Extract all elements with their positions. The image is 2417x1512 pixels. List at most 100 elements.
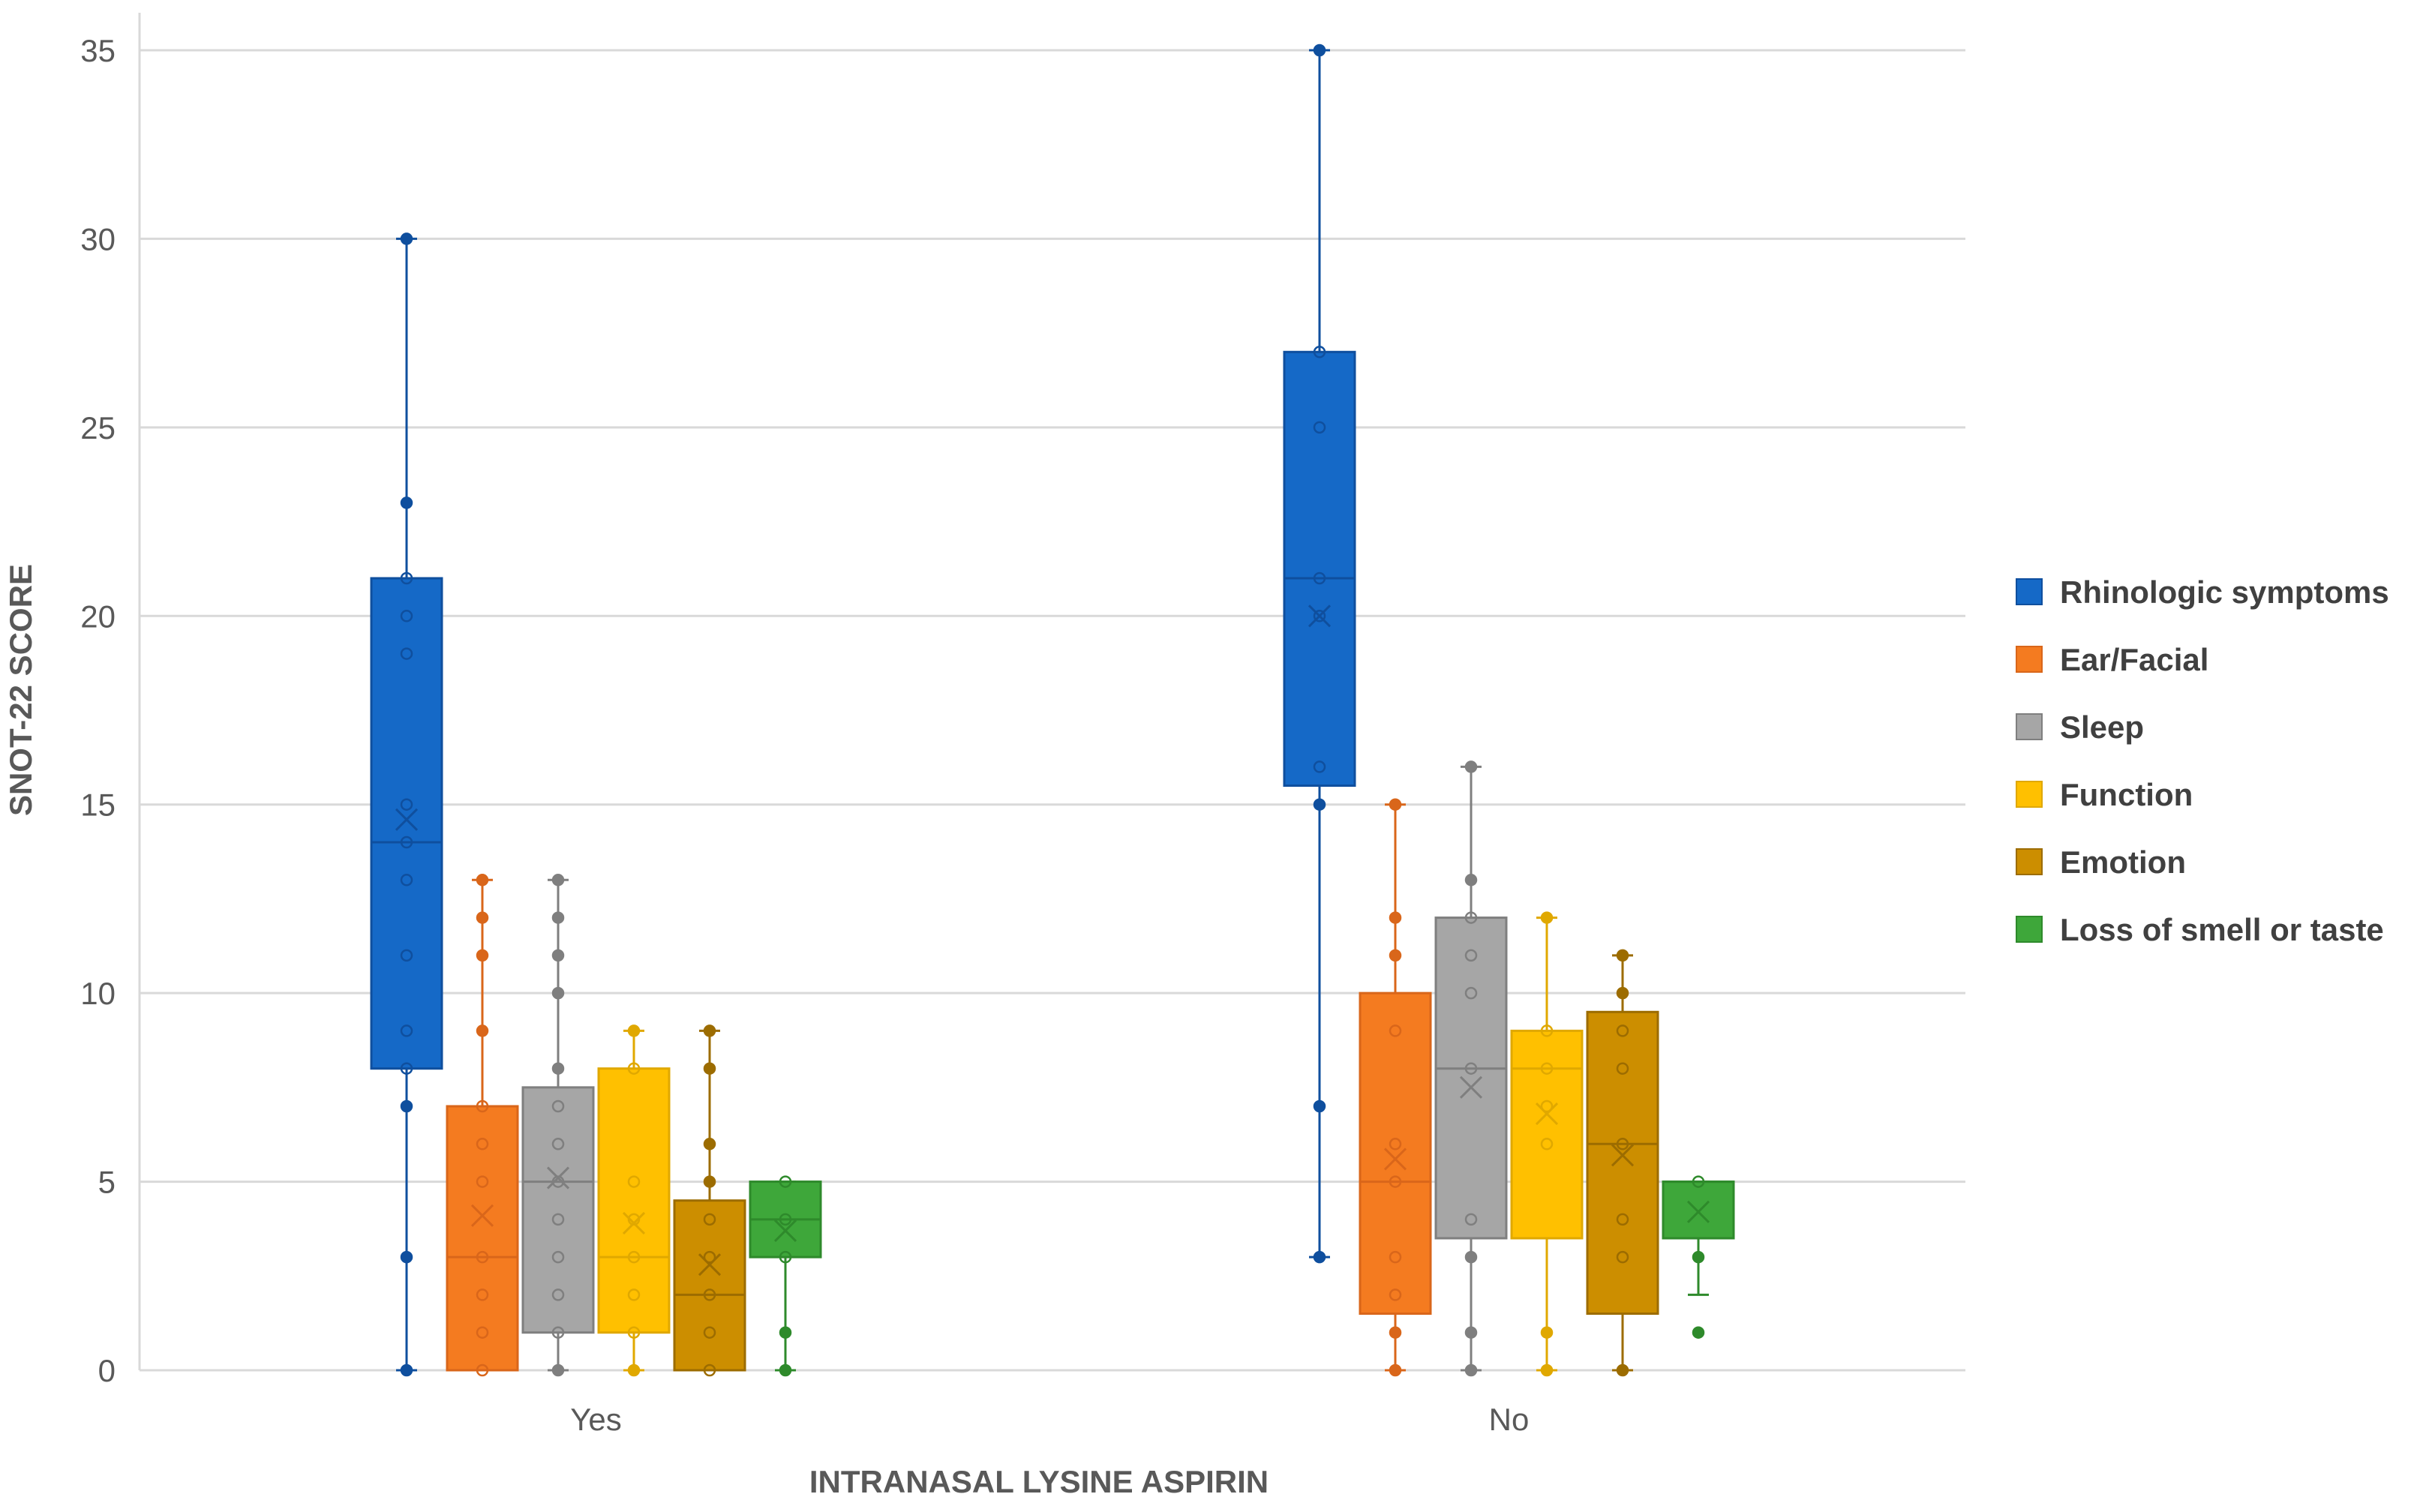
data-point [400,496,413,509]
data-point [1616,949,1629,962]
data-point [551,911,565,924]
data-point [1540,1364,1554,1377]
data-point [551,1138,565,1150]
data-point [627,1024,641,1037]
data-point [400,798,413,811]
mean-marker [1686,1200,1710,1223]
data-point [1313,1250,1326,1264]
data-point [1692,1326,1705,1339]
data-point [476,1175,489,1188]
legend-entry: Loss of smell or taste [2016,912,2384,947]
data-point [400,949,413,962]
mean-marker [470,1204,494,1227]
legend-swatch [2016,713,2043,740]
data-point [551,1326,565,1339]
y-tick-label: 15 [80,788,116,823]
y-axis-title: SNOT-22 SCORE [3,564,38,816]
mean-marker [1308,604,1332,628]
data-point [1389,1326,1402,1339]
data-point [551,1213,565,1226]
legend-entry: Sleep [2016,710,2144,745]
legend-swatch [2016,646,2043,673]
data-point [1540,911,1554,924]
box-rhinologic-symptoms-no [1283,44,1356,1264]
box-sleep-yes [521,874,595,1377]
box-iqr [1662,1180,1735,1240]
box-iqr [1510,1029,1584,1240]
data-point [1616,1250,1629,1264]
legend-swatch [2016,781,2043,808]
data-point [1616,1062,1629,1075]
data-point [1389,1175,1402,1188]
legend-entry: Ear/Facial [2016,642,2208,677]
data-point [1540,1024,1554,1037]
x-tick-label: Yes [570,1402,622,1437]
box-loss-of-smell-or-taste-yes [749,1175,822,1377]
data-point [1464,911,1478,924]
legend-label: Emotion [2060,844,2186,880]
data-point [400,1100,413,1113]
box-iqr [673,1199,746,1372]
data-point [551,1250,565,1264]
data-point [703,1288,716,1301]
data-point [551,874,565,886]
legend-swatch [2016,578,2043,605]
box-ear-facial-no [1359,798,1432,1377]
data-point [400,232,413,245]
data-point [400,1250,413,1264]
data-point [1464,1250,1478,1264]
mean-marker [1611,1144,1635,1167]
y-tick-label: 35 [80,33,116,68]
data-point [627,1364,641,1377]
data-point [627,1326,641,1339]
data-point [551,1364,565,1377]
data-point [1464,1326,1478,1339]
data-point [551,1288,565,1301]
y-tick-label: 25 [80,410,116,446]
legend: Rhinologic symptoms Ear/Facial Sleep Functi… [2016,574,2389,947]
box-iqr [1359,992,1432,1316]
legend-swatch [2016,916,2043,943]
data-point [1313,1100,1326,1113]
box-emotion-no [1586,949,1659,1377]
legend-label: Rhinologic symptoms [2060,574,2389,610]
data-point [1389,1288,1402,1301]
data-point [1313,798,1326,811]
data-point [1464,760,1478,773]
data-point [1313,421,1326,434]
x-axis-title: INTRANASAL LYSINE ASPIRIN [809,1464,1269,1499]
data-point [703,1364,716,1377]
legend-label: Function [2060,777,2193,812]
data-point [779,1364,792,1377]
box-series [370,44,1735,1377]
data-point [779,1250,792,1264]
data-point [703,1024,716,1037]
data-point [1540,1100,1554,1113]
data-point [1313,346,1326,358]
mean-marker [1535,1102,1559,1126]
box-iqr [1434,916,1508,1240]
data-point [400,836,413,849]
data-point [1389,911,1402,924]
data-point [1389,949,1402,962]
legend-label: Sleep [2060,710,2144,745]
data-point [476,1364,489,1377]
data-point [703,1213,716,1226]
data-point [779,1326,792,1339]
data-point [476,911,489,924]
data-point [1540,1062,1554,1075]
legend-label: Loss of smell or taste [2060,912,2384,947]
data-point [400,1062,413,1075]
mean-marker [698,1253,722,1276]
box-rhinologic-symptoms-yes [370,232,443,1377]
data-point [703,1250,716,1264]
data-point [400,647,413,660]
data-point [476,1024,489,1037]
gridlines [140,49,1965,1184]
mean-marker [1459,1076,1483,1099]
data-point [476,949,489,962]
data-point [1540,1138,1554,1150]
data-point [1389,1364,1402,1377]
